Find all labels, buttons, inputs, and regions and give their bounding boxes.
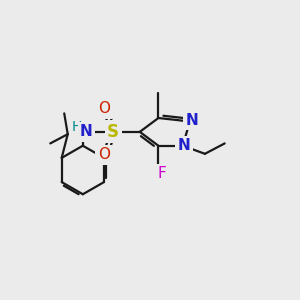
Text: H: H (72, 120, 82, 134)
Text: N: N (80, 124, 93, 140)
Text: S: S (107, 123, 119, 141)
Text: F: F (158, 166, 166, 181)
Text: N: N (178, 138, 190, 153)
Text: O: O (98, 101, 110, 116)
Text: O: O (98, 148, 110, 163)
Text: N: N (186, 113, 199, 128)
